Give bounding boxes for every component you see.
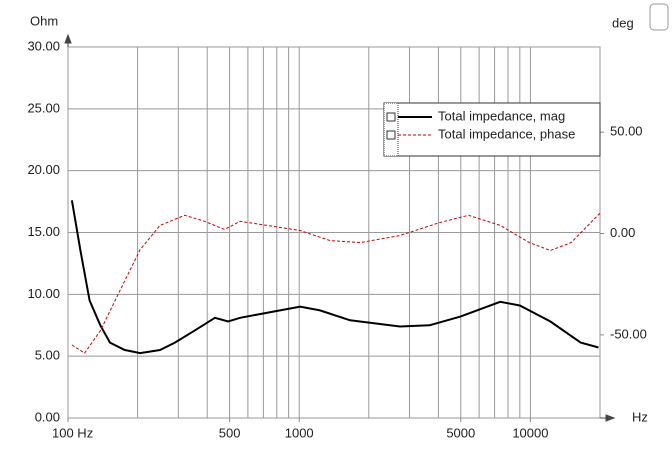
y-tick-label: 5.00: [35, 348, 60, 363]
y-tick-label: 30.00: [27, 38, 60, 53]
x-tick-label: 5000: [446, 425, 475, 440]
x-axis-label: Hz: [632, 409, 648, 424]
y-tick-label: 10.00: [27, 286, 60, 301]
legend-handle: [383, 102, 399, 157]
x-tick-label: 1000: [285, 425, 314, 440]
y2-tick-label: 50.00: [610, 124, 643, 139]
legend-checkbox: [386, 130, 396, 140]
legend: Total impedance, mag Total impedance, pha…: [383, 102, 601, 157]
y2-axis-label: deg: [612, 15, 634, 30]
y-axis-label: Ohm: [30, 13, 58, 28]
y-tick-label: 0.00: [35, 409, 60, 424]
y2-tick-label: -50.00: [610, 326, 647, 341]
legend-label: Total impedance, mag: [438, 108, 565, 123]
y2-tick-label: 0.00: [610, 225, 635, 240]
x-tick-label: 500: [219, 425, 241, 440]
x-tick-label: 100 Hz: [52, 425, 93, 440]
checkbox[interactable]: [649, 3, 669, 31]
legend-checkbox: [386, 112, 396, 122]
series-line: [70, 200, 599, 355]
axis-arrow: [64, 33, 72, 47]
y-tick-label: 15.00: [27, 224, 60, 239]
axis-arrow: [600, 414, 616, 422]
x-tick-label: 10000: [512, 425, 548, 440]
y-tick-label: 25.00: [27, 100, 60, 115]
legend-label: Total impedance, phase: [438, 126, 575, 141]
y-tick-label: 20.00: [27, 162, 60, 177]
series-line: [71, 212, 601, 354]
legend-box: [383, 102, 601, 157]
